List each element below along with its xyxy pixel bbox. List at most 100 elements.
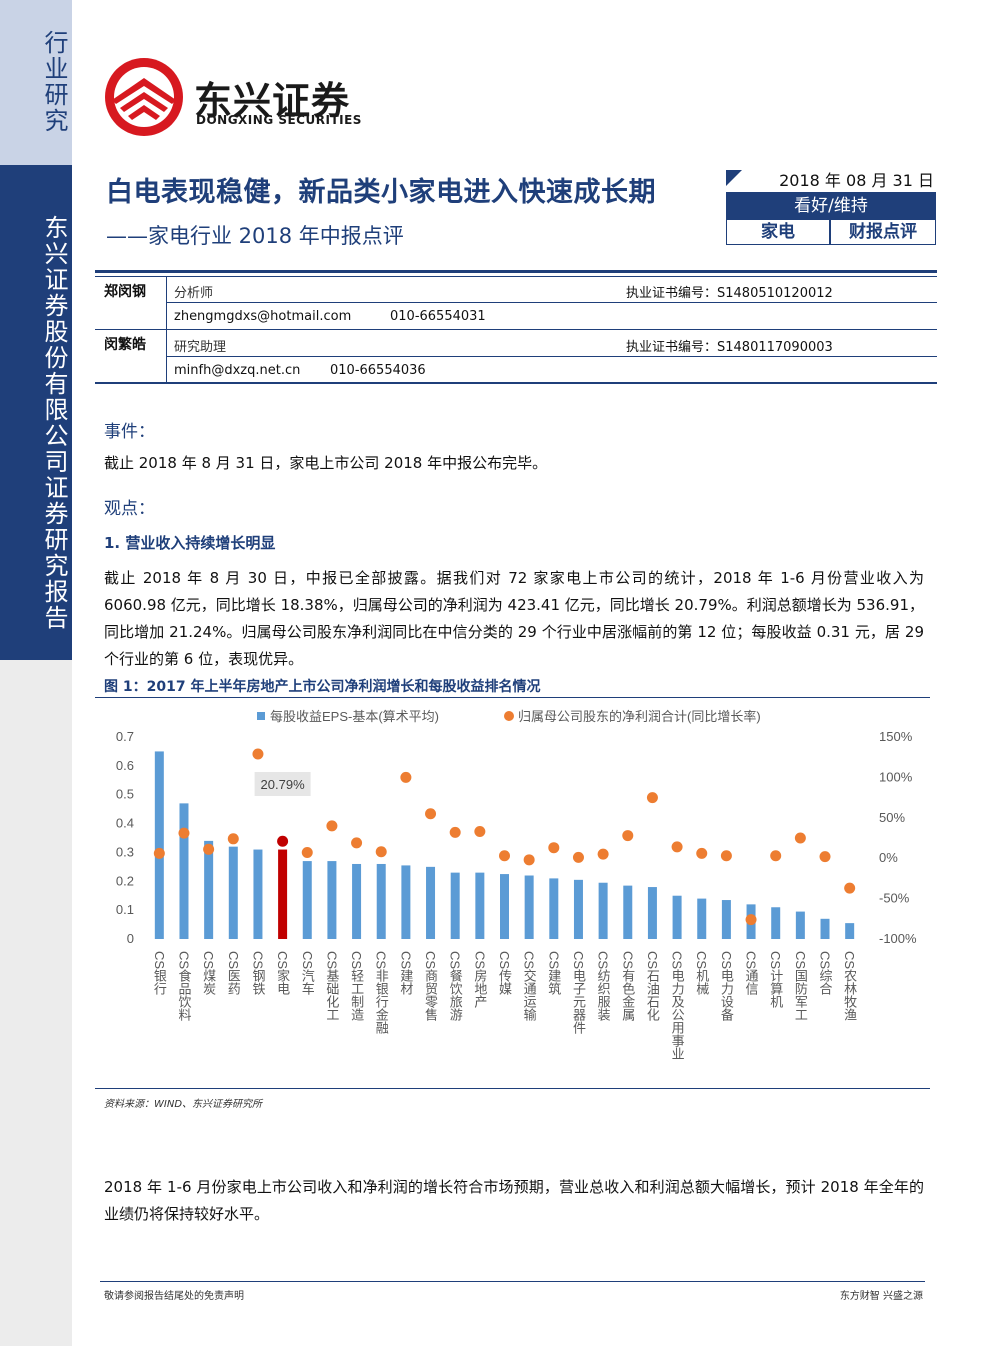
table-bottom-rule	[95, 382, 937, 384]
figure-bottom-rule	[95, 1088, 930, 1089]
point-text: 截止 2018 年 8 月 30 日，中报已全部披露。据我们对 72 家家电上市…	[104, 569, 925, 668]
left-axis-tick-label: 0	[127, 931, 134, 946]
company-report-label: 东兴证券股份有限公司证券研究报告	[40, 215, 68, 631]
category-label: CS家电	[275, 951, 290, 995]
category-label: CS通信	[744, 951, 759, 995]
category-label: CS电子元器件	[571, 951, 586, 1034]
category-label: CS建材	[398, 951, 413, 995]
corner-triangle-icon	[726, 170, 742, 186]
sector-tag: 家电	[726, 219, 830, 245]
category-label: CS食品饮料	[176, 951, 191, 1021]
category-label: CS非银行金融	[374, 951, 389, 1034]
sidebar-company: 东兴证券股份有限公司证券研究报告	[0, 165, 72, 660]
footer-slogan: 东方财智 兴盛之源	[839, 1291, 923, 1302]
bar	[500, 874, 509, 939]
category-label: CS房地产	[472, 951, 487, 1009]
analyst-email-link[interactable]: minfh@dxzq.net.cn	[174, 363, 301, 378]
left-axis-tick-label: 0.6	[116, 758, 134, 773]
bar	[549, 878, 559, 939]
growth-point	[277, 835, 289, 847]
figure-top-rule	[95, 697, 930, 698]
growth-point	[745, 914, 757, 926]
view-heading: 观点：	[104, 499, 155, 519]
bar	[771, 907, 781, 939]
category-label: CS电力设备	[719, 951, 734, 1022]
legend-label-growth: 归属母公司股东的净利润合计(同比增长率)	[518, 709, 761, 724]
category-label: 行业研究	[40, 30, 68, 134]
analyst-cert: 执业证书编号：S1480117090003	[626, 340, 833, 355]
figure-title: 图 1：2017 年上半年房地产上市公司净利润增长和每股收益排名情况	[104, 679, 541, 695]
brand-name-english: DONGXING SECURITIES	[196, 113, 362, 127]
growth-point	[351, 837, 363, 849]
analyst-cert: 执业证书编号：S1480510120012	[626, 286, 833, 301]
category-label: CS基础化工	[324, 951, 339, 1021]
category-label: CS钢铁	[250, 951, 265, 995]
growth-point	[844, 882, 856, 894]
growth-point	[499, 850, 510, 862]
analyst-email-link[interactable]: zhengmgdxs@hotmail.com	[174, 309, 352, 324]
dongxing-logo-icon	[105, 58, 183, 136]
category-label: CS轻工制造	[349, 951, 364, 1022]
growth-point	[474, 826, 486, 838]
bar	[845, 923, 855, 939]
growth-point	[449, 826, 461, 838]
left-axis-tick-label: 0.3	[116, 844, 134, 859]
row-divider	[166, 356, 937, 357]
bar	[154, 751, 164, 939]
analyst-role: 研究助理	[174, 340, 227, 355]
legend-label-eps: 每股收益EPS-基本(算术平均)	[270, 709, 439, 724]
category-label: CS汽车	[300, 951, 315, 995]
row-divider	[166, 302, 937, 303]
report-info-box: 2018 年 08 月 31 日 看好/维持 家电 财报点评	[726, 166, 936, 245]
analyst-name: 闵繁皓	[104, 337, 146, 353]
growth-point	[425, 808, 437, 820]
footer-disclaimer: 敬请参阅报告结尾处的免责声明	[104, 1291, 244, 1302]
category-label: CS有色金属	[620, 951, 635, 1022]
left-axis-tick-label: 0.5	[116, 787, 134, 802]
growth-point	[252, 748, 264, 760]
growth-point	[153, 847, 165, 859]
category-label: CS商贸零售	[423, 951, 438, 1021]
report-title: 白电表现稳健，新品类小家电进入快速成长期	[106, 177, 656, 208]
bar	[598, 882, 608, 939]
growth-point	[671, 841, 683, 853]
right-axis-tick-label: 0%	[879, 850, 898, 865]
row-divider	[95, 329, 937, 330]
report-subtitle: ——家电行业 2018 年中报点评	[106, 224, 404, 248]
growth-point	[572, 851, 584, 863]
category-label: CS国防军工	[793, 951, 808, 1021]
category-label: CS纺织服装	[596, 951, 611, 1021]
category-label: CS机械	[694, 951, 709, 995]
category-label: CS医药	[226, 951, 241, 995]
growth-point	[819, 851, 831, 863]
bar	[524, 875, 534, 939]
growth-point	[597, 848, 609, 860]
bar	[253, 849, 263, 939]
legend-swatch-eps	[257, 712, 265, 720]
growth-point	[227, 833, 239, 845]
category-label: CS餐饮旅游	[448, 951, 463, 1021]
growth-point	[400, 771, 412, 783]
growth-point	[720, 850, 732, 862]
event-heading: 事件：	[104, 422, 155, 442]
highlight-label-box	[254, 772, 311, 796]
category-label: CS交通运输	[522, 951, 537, 1021]
bar	[795, 911, 805, 939]
left-axis-tick-label: 0.1	[116, 902, 134, 917]
bar	[204, 840, 214, 939]
left-axis-tick-label: 0.2	[116, 873, 134, 888]
right-axis-tick-label: -100%	[879, 931, 917, 946]
category-label: CS银行	[152, 951, 167, 996]
table-top-rule	[95, 270, 937, 273]
report-date: 2018 年 08 月 31 日	[779, 171, 934, 190]
brand-name: 东兴证券	[194, 79, 351, 123]
category-label: CS煤炭	[201, 951, 216, 996]
right-axis-tick-label: -50%	[879, 891, 910, 906]
report-type-tag: 财报点评	[830, 219, 936, 245]
analyst-role: 分析师	[174, 286, 214, 301]
growth-point	[794, 832, 806, 844]
analyst-phone: 010-66554031	[390, 309, 486, 324]
category-label: CS建筑	[546, 951, 561, 996]
event-text: 截止 2018 年 8 月 31 日，家电上市公司 2018 年中报公布完毕。	[104, 454, 548, 472]
bar	[376, 863, 386, 939]
